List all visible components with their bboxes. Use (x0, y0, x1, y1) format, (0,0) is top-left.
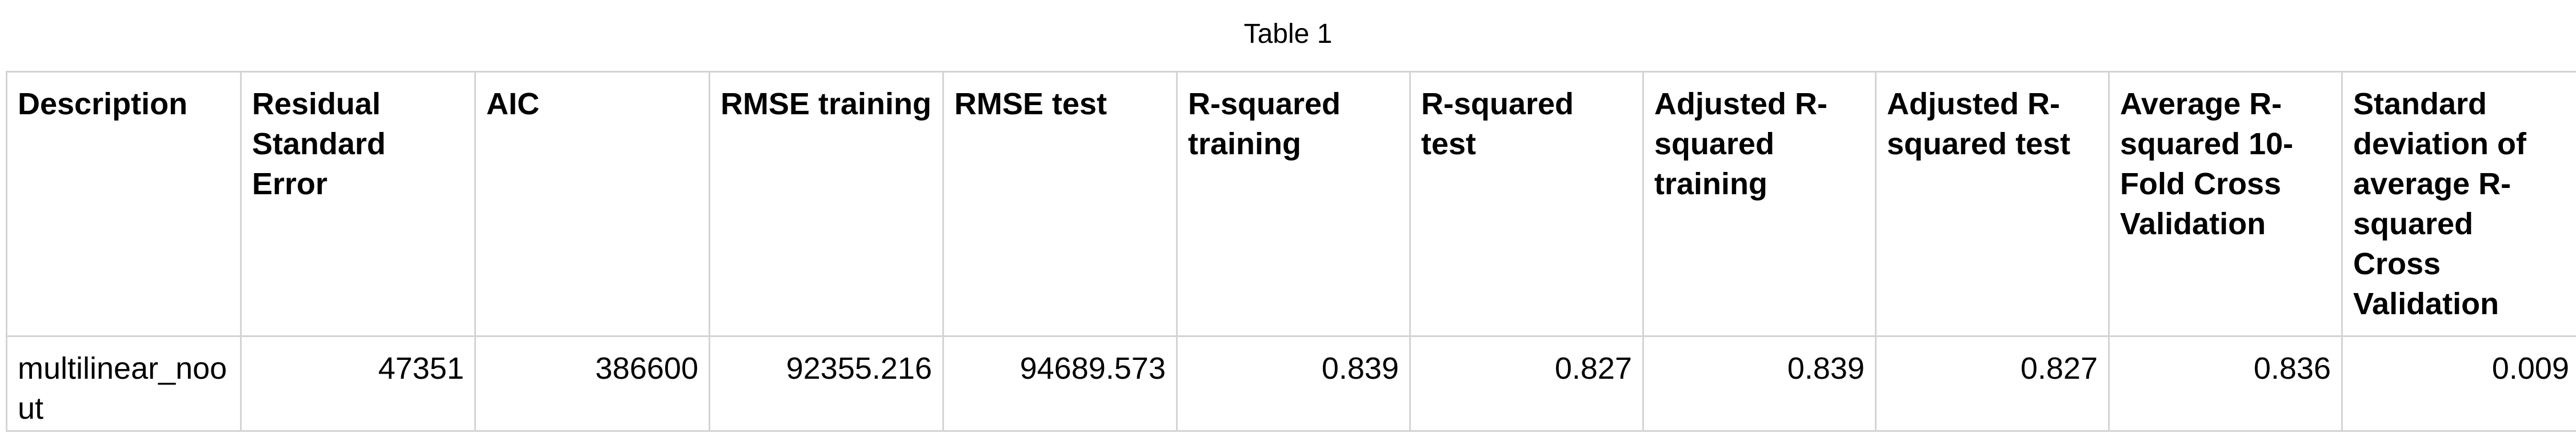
cell-residual-standard-error: 47351 (240, 335, 476, 432)
cell-adjusted-r-squared-training: 0.839 (1642, 335, 1877, 432)
cell-aic: 386600 (474, 335, 710, 432)
cell-r-squared-training: 0.839 (1176, 335, 1411, 432)
column-header-average-r-squared-cv: Average R-squared 10-Fold Cross Validati… (2108, 71, 2343, 337)
column-header-adjusted-r-squared-test: Adjusted R-squared test (1875, 71, 2110, 337)
column-header-sd-average-r-squared-cv: Standard deviation of average R-squared … (2341, 71, 2576, 337)
column-header-description: Description (6, 71, 242, 337)
column-header-aic: AIC (474, 71, 710, 337)
cell-rmse-training: 92355.216 (709, 335, 944, 432)
column-header-r-squared-training: R-squared training (1176, 71, 1411, 337)
column-header-rmse-training: RMSE training (709, 71, 944, 337)
table-caption: Table 1 (1243, 19, 1333, 49)
cell-adjusted-r-squared-test: 0.827 (1875, 335, 2110, 432)
cell-rmse-test: 94689.573 (942, 335, 1178, 432)
column-header-residual-standard-error: Residual Standard Error (240, 71, 476, 337)
column-header-rmse-test: RMSE test (942, 71, 1178, 337)
table-row: multilinear_noout 47351 386600 92355.216… (6, 335, 2576, 432)
results-table: Description Residual Standard Error AIC … (6, 71, 2576, 432)
cell-description: multilinear_noout (6, 335, 242, 432)
cell-r-squared-test: 0.827 (1409, 335, 1644, 432)
column-header-r-squared-test: R-squared test (1409, 71, 1644, 337)
column-header-adjusted-r-squared-training: Adjusted R-squared training (1642, 71, 1877, 337)
cell-average-r-squared-cv: 0.836 (2108, 335, 2343, 432)
table-header-row: Description Residual Standard Error AIC … (6, 71, 2576, 337)
cell-sd-average-r-squared-cv: 0.009 (2341, 335, 2576, 432)
